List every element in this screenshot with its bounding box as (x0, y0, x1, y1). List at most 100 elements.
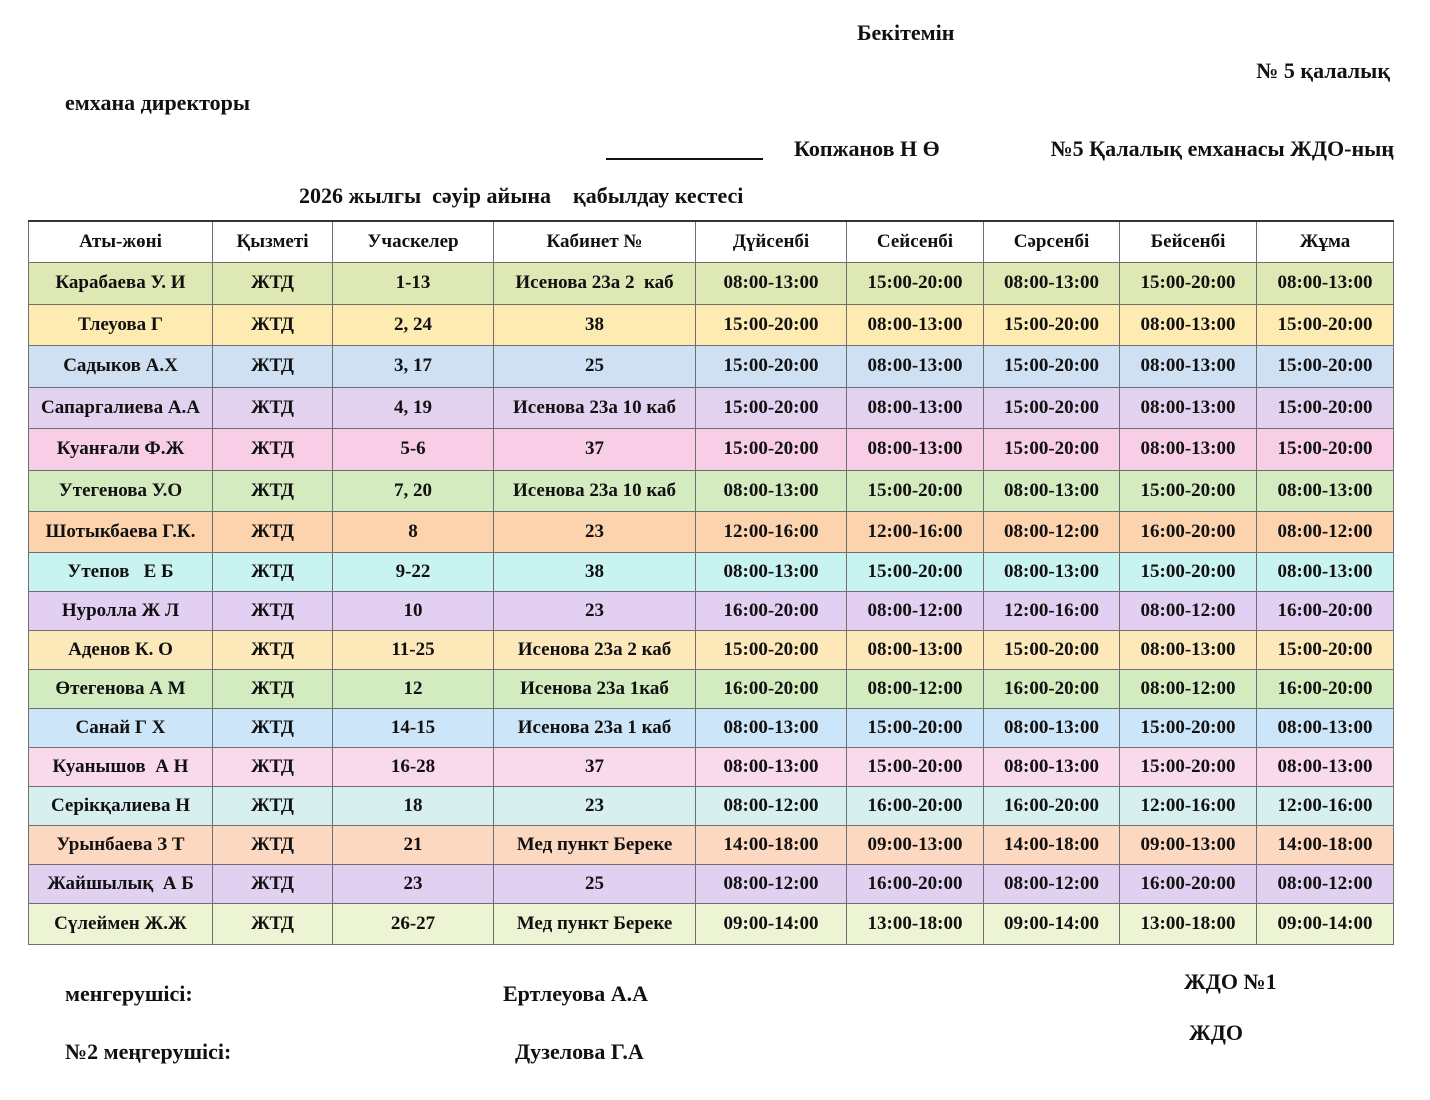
doctor-name-cell: Шотыкбаева Г.К. (28, 511, 213, 553)
position-cell: ЖТД (212, 903, 333, 945)
tuesday-hours-cell: 13:00-18:00 (846, 903, 984, 945)
position-cell: ЖТД (212, 747, 333, 787)
doctor-name-cell: Садыков А.Х (28, 345, 213, 388)
thursday-hours-cell: 15:00-20:00 (1119, 469, 1257, 512)
areas-cell: 5-6 (332, 428, 494, 471)
friday-hours-cell: 15:00-20:00 (1256, 630, 1394, 670)
director-name: Копжанов Н Ө (794, 136, 940, 161)
tuesday-hours-cell: 15:00-20:00 (846, 262, 984, 305)
friday-hours-cell: 15:00-20:00 (1256, 303, 1394, 346)
signature-line (606, 158, 763, 160)
room-cell: Исенова 23а 10 каб (493, 386, 696, 429)
areas-cell: 7, 20 (332, 469, 494, 512)
room-cell: Исенова 23а 2 каб (493, 262, 696, 305)
doctor-name-cell: Утегенова У.О (28, 469, 213, 512)
thursday-hours-cell: 08:00-12:00 (1119, 669, 1257, 709)
areas-cell: 16-28 (332, 747, 494, 787)
thursday-hours-cell: 13:00-18:00 (1119, 903, 1257, 945)
col-header-role: Қызметі (212, 220, 333, 263)
head2-name: Дузелова Г.А (515, 1039, 644, 1064)
monday-hours-cell: 08:00-13:00 (695, 469, 847, 512)
monday-hours-cell: 08:00-13:00 (695, 747, 847, 787)
tuesday-hours-cell: 15:00-20:00 (846, 469, 984, 512)
tuesday-hours-cell: 08:00-13:00 (846, 428, 984, 471)
room-cell: 38 (493, 552, 696, 592)
wednesday-hours-cell: 08:00-13:00 (983, 552, 1120, 592)
friday-hours-cell: 15:00-20:00 (1256, 386, 1394, 429)
table-row: Аденов К. О ЖТД 11-25 Исенова 23а 2 каб 15:0… (28, 630, 1394, 670)
wednesday-hours-cell: 14:00-18:00 (983, 825, 1120, 865)
thursday-hours-cell: 08:00-13:00 (1119, 345, 1257, 388)
room-cell: 23 (493, 591, 696, 631)
table-row: Серікқалиева Н ЖТД 18 23 08:00-12:00 16:00-20… (28, 786, 1394, 826)
monday-hours-cell: 08:00-13:00 (695, 552, 847, 592)
friday-hours-cell: 08:00-13:00 (1256, 552, 1394, 592)
friday-hours-cell: 08:00-12:00 (1256, 864, 1394, 904)
friday-hours-cell: 08:00-13:00 (1256, 708, 1394, 748)
position-cell: ЖТД (212, 303, 333, 346)
monday-hours-cell: 08:00-12:00 (695, 786, 847, 826)
friday-hours-cell: 16:00-20:00 (1256, 669, 1394, 709)
friday-hours-cell: 08:00-12:00 (1256, 511, 1394, 553)
tuesday-hours-cell: 08:00-13:00 (846, 303, 984, 346)
areas-cell: 23 (332, 864, 494, 904)
wednesday-hours-cell: 08:00-12:00 (983, 864, 1120, 904)
position-cell: ЖТД (212, 345, 333, 388)
page-title: 2026 жылгы сәуір айына қабылдау кестесі (299, 183, 744, 208)
col-header-name: Аты-жөні (28, 220, 213, 263)
wednesday-hours-cell: 09:00-14:00 (983, 903, 1120, 945)
table-row: Жайшылық А Б ЖТД 23 25 08:00-12:00 16:00-20:0… (28, 864, 1394, 904)
tuesday-hours-cell: 15:00-20:00 (846, 747, 984, 787)
friday-hours-cell: 15:00-20:00 (1256, 345, 1394, 388)
monday-hours-cell: 08:00-13:00 (695, 708, 847, 748)
monday-hours-cell: 16:00-20:00 (695, 591, 847, 631)
room-cell: Исенова 23а 1 каб (493, 708, 696, 748)
areas-cell: 10 (332, 591, 494, 631)
table-row: Куанғали Ф.Ж ЖТД 5-6 37 15:00-20:00 08:00-13:… (28, 428, 1394, 471)
wednesday-hours-cell: 08:00-13:00 (983, 708, 1120, 748)
position-cell: ЖТД (212, 708, 333, 748)
tuesday-hours-cell: 16:00-20:00 (846, 786, 984, 826)
friday-hours-cell: 15:00-20:00 (1256, 428, 1394, 471)
monday-hours-cell: 09:00-14:00 (695, 903, 847, 945)
position-cell: ЖТД (212, 552, 333, 592)
doctor-name-cell: Тлеуова Г (28, 303, 213, 346)
monday-hours-cell: 08:00-12:00 (695, 864, 847, 904)
friday-hours-cell: 12:00-16:00 (1256, 786, 1394, 826)
doctor-name-cell: Нуролла Ж Л (28, 591, 213, 631)
areas-cell: 18 (332, 786, 494, 826)
thursday-hours-cell: 08:00-13:00 (1119, 630, 1257, 670)
thursday-hours-cell: 15:00-20:00 (1119, 747, 1257, 787)
doctor-name-cell: Утепов Е Б (28, 552, 213, 592)
wednesday-hours-cell: 16:00-20:00 (983, 669, 1120, 709)
wednesday-hours-cell: 15:00-20:00 (983, 386, 1120, 429)
position-cell: ЖТД (212, 669, 333, 709)
position-cell: ЖТД (212, 511, 333, 553)
wednesday-hours-cell: 15:00-20:00 (983, 303, 1120, 346)
wednesday-hours-cell: 15:00-20:00 (983, 345, 1120, 388)
table-row: Санай Г Х ЖТД 14-15 Исенова 23а 1 каб 08:00-… (28, 708, 1394, 748)
doctor-name-cell: Аденов К. О (28, 630, 213, 670)
tuesday-hours-cell: 08:00-13:00 (846, 345, 984, 388)
doctor-name-cell: Куанышов А Н (28, 747, 213, 787)
thursday-hours-cell: 09:00-13:00 (1119, 825, 1257, 865)
thursday-hours-cell: 12:00-16:00 (1119, 786, 1257, 826)
thursday-hours-cell: 08:00-12:00 (1119, 591, 1257, 631)
position-cell: ЖТД (212, 864, 333, 904)
table-row: Сапаргалиева А.А ЖТД 4, 19 Исенова 23а 10 к… (28, 386, 1394, 429)
room-cell: 38 (493, 303, 696, 346)
table-row: Утегенова У.О ЖТД 7, 20 Исенова 23а 10 каб 0… (28, 469, 1394, 512)
col-header-tuesday: Сейсенбі (846, 220, 984, 263)
table-row: Өтегенова А М ЖТД 12 Исенова 23а 1каб 16:00-… (28, 669, 1394, 709)
room-cell: 37 (493, 747, 696, 787)
areas-cell: 26-27 (332, 903, 494, 945)
position-cell: ЖТД (212, 428, 333, 471)
areas-cell: 4, 19 (332, 386, 494, 429)
tuesday-hours-cell: 08:00-12:00 (846, 591, 984, 631)
tuesday-hours-cell: 09:00-13:00 (846, 825, 984, 865)
room-cell: Исенова 23а 10 каб (493, 469, 696, 512)
position-cell: ЖТД (212, 786, 333, 826)
monday-hours-cell: 15:00-20:00 (695, 428, 847, 471)
monday-hours-cell: 15:00-20:00 (695, 345, 847, 388)
doctor-name-cell: Сапаргалиева А.А (28, 386, 213, 429)
